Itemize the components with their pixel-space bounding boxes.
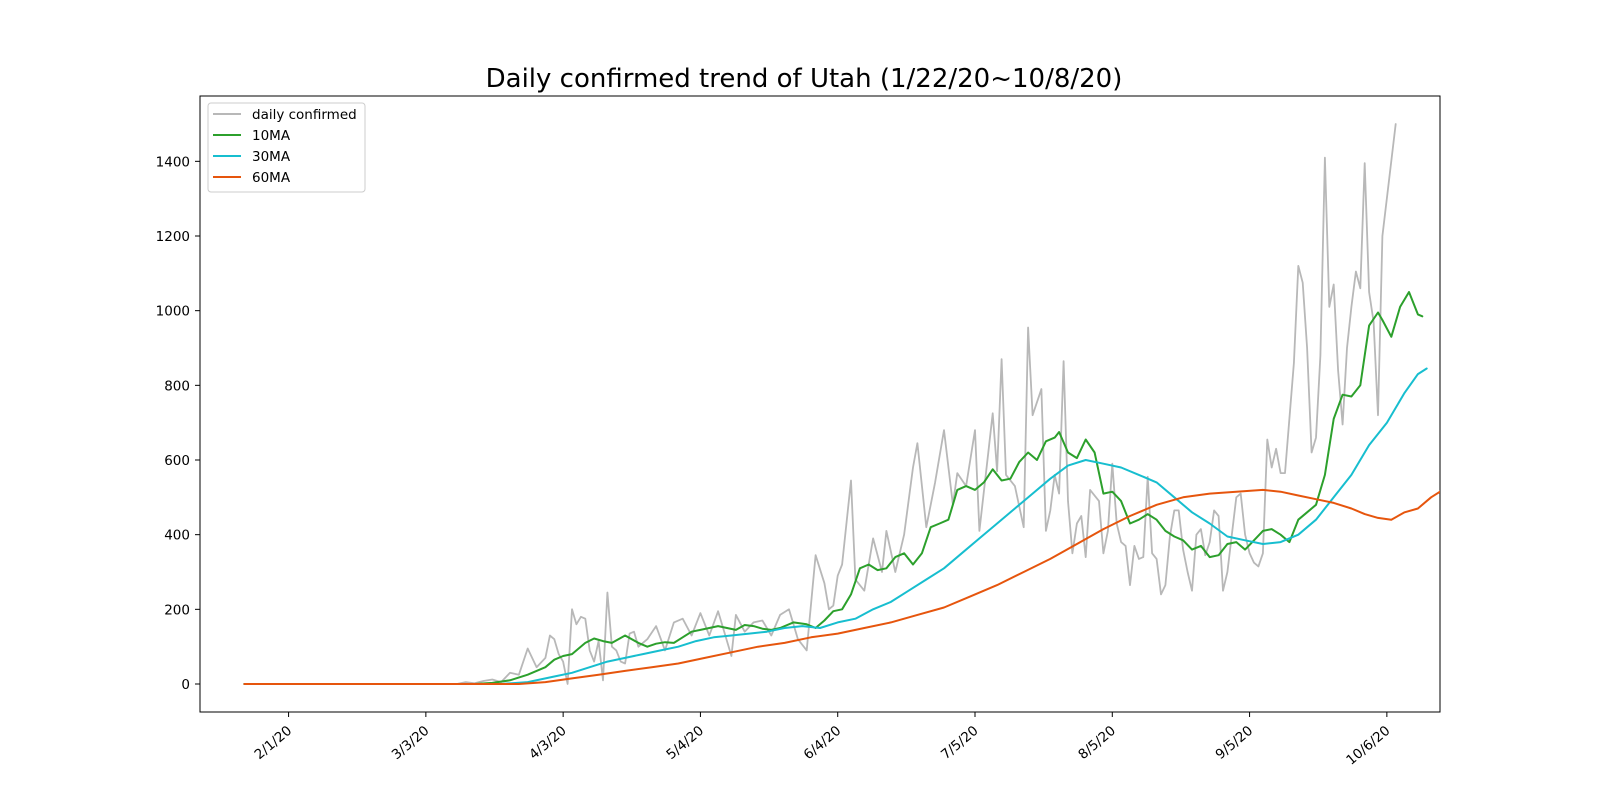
legend-label-10ma: 10MA [252,128,291,144]
y-axis: 0 200 400 600 800 1000 1200 1400 [156,154,200,693]
series-line-30ma [243,367,1428,685]
y-tick-label: 200 [164,602,190,618]
legend-label-daily-confirmed: daily confirmed [252,107,357,123]
legend-label-60ma: 60MA [252,170,291,186]
series-layer [243,123,1440,685]
legend-label-30ma: 30MA [252,149,291,165]
series-line-10ma [243,291,1424,685]
y-tick-label: 800 [164,378,190,394]
series-line-60ma [243,488,1440,685]
y-tick-label: 1400 [156,154,190,170]
y-tick-label: 400 [164,528,190,544]
plot-area [199,95,1441,713]
y-tick-label: 1000 [156,304,190,320]
legend: daily confirmed 10MA 30MA 60MA [207,102,366,193]
y-tick-label: 0 [181,677,190,693]
series-line-daily-confirmed [243,123,1397,685]
y-tick-label: 600 [164,453,190,469]
chart-title: Daily confirmed trend of Utah (1/22/20~1… [486,64,1123,94]
y-tick-label: 1200 [156,229,190,245]
legend-box [207,102,366,193]
